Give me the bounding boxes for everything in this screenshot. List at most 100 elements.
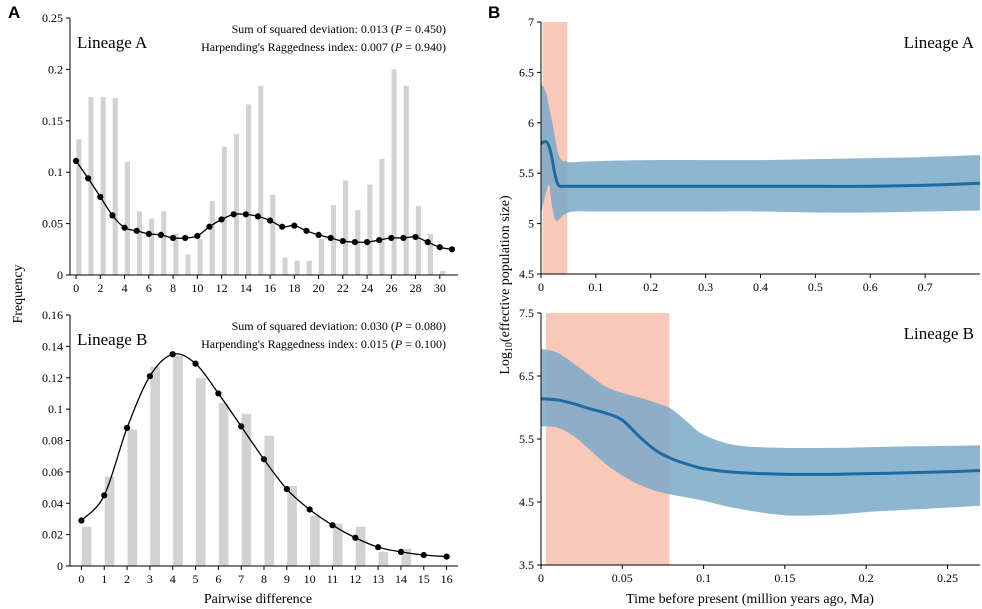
line-point-11 xyxy=(329,522,336,529)
x-tick-label: 12 xyxy=(349,572,361,586)
x-tick-label: 14 xyxy=(240,281,252,295)
stat-p-symbol: P xyxy=(394,40,403,54)
bsp-chart-lineage-a: 4.5 5 5.5 6 6.5 7 0 0.1 0.2 0.3 0.4 0.5 0.6 0.7 Lineag… xyxy=(519,15,981,294)
x-tick-label: 1 xyxy=(101,572,107,586)
y-tick-label: 3.5 xyxy=(519,558,534,572)
y-tick-label: 5.5 xyxy=(519,166,534,180)
line-point-15 xyxy=(254,213,262,220)
line-point-6 xyxy=(145,230,152,237)
line-point-12 xyxy=(352,534,359,541)
x-tick-label: 0.1 xyxy=(588,280,603,294)
bar-0 xyxy=(81,526,92,566)
median-line xyxy=(540,397,981,476)
line-point-30 xyxy=(436,244,443,251)
x-tick-label: 0 xyxy=(78,572,84,586)
log-ne-axis-label: Log10(effective population size) xyxy=(498,195,515,375)
x-tick-label: 5 xyxy=(193,572,199,586)
x-tick-label: 16 xyxy=(264,281,276,295)
x-tick-label: 4 xyxy=(122,281,128,295)
x-tick-label: 28 xyxy=(410,281,422,295)
y-tick-label: 0.12 xyxy=(42,371,63,385)
stat-line-1: Sum of squared deviation: 0.030 (P = 0.0… xyxy=(232,319,446,333)
x-tick-label: 6 xyxy=(146,281,152,295)
y-tick-label: 5 xyxy=(528,217,534,231)
bar-13 xyxy=(233,134,240,275)
bar-12 xyxy=(221,146,227,275)
x-tick-label: 10 xyxy=(304,572,316,586)
panel-label-b: B xyxy=(488,3,500,22)
bar-9 xyxy=(287,485,297,566)
bar-5 xyxy=(136,211,143,275)
y-tick-label: 0.15 xyxy=(42,114,63,128)
line-point-31 xyxy=(448,246,456,253)
bar-30 xyxy=(440,270,446,275)
y-tick-label: 0.08 xyxy=(42,434,63,448)
line-point-18 xyxy=(291,222,298,229)
stat-value: = 0.450) xyxy=(402,22,446,36)
stat-value: = 0.080) xyxy=(402,319,446,333)
y-tick-label: 0.02 xyxy=(42,528,63,542)
bar-8 xyxy=(173,233,179,275)
line-point-4 xyxy=(169,351,176,358)
bar-16 xyxy=(270,194,276,275)
bar-3 xyxy=(112,98,118,276)
chart-title: Lineage B xyxy=(904,324,974,343)
bar-6 xyxy=(218,402,229,566)
x-tick-label: 15 xyxy=(418,572,430,586)
x-tick-label: 0 xyxy=(538,280,544,294)
stat-line-1: Sum of squared deviation: 0.013 (P = 0.4… xyxy=(232,22,446,36)
log-ne-label-post: (effective population size) xyxy=(498,195,513,342)
chart-title: Lineage A xyxy=(77,33,148,52)
line-point-26 xyxy=(388,234,395,242)
bar-7 xyxy=(241,413,252,566)
pairwise-axis-label: Pairwise difference xyxy=(204,592,312,607)
stat-p-symbol: P xyxy=(394,22,403,36)
line-point-7 xyxy=(157,231,165,239)
bar-2 xyxy=(100,97,106,275)
line-point-27 xyxy=(400,234,407,242)
line-point-17 xyxy=(279,223,286,230)
mismatch-chart-lineage-b: 00.020.040.060.080.10.120.140.160 1 2 3 4 5 6 7… xyxy=(42,308,458,586)
bar-24 xyxy=(367,184,373,275)
line-point-14 xyxy=(397,548,405,555)
line-point-1 xyxy=(101,492,108,499)
bar-0 xyxy=(76,139,82,275)
x-tick-label: 8 xyxy=(261,572,267,586)
log-ne-label-sub: 10 xyxy=(504,342,515,352)
line-point-16 xyxy=(443,553,450,560)
x-tick-label: 6 xyxy=(215,572,221,586)
x-tick-label: 3 xyxy=(147,572,153,586)
x-tick-label: 30 xyxy=(434,281,446,295)
stat-p-symbol: P xyxy=(394,319,403,333)
x-tick-label: 26 xyxy=(385,281,397,295)
panel-label-a: A xyxy=(8,3,20,22)
bar-11 xyxy=(332,523,343,566)
line-point-5 xyxy=(192,360,199,367)
bar-5 xyxy=(196,377,206,566)
y-tick-label: 0.1 xyxy=(48,165,63,179)
y-tick-label: 0.05 xyxy=(42,217,63,231)
y-tick-label: 5.5 xyxy=(519,432,534,446)
x-tick-label: 0.4 xyxy=(753,280,768,294)
x-tick-label: 9 xyxy=(284,572,290,586)
bar-29 xyxy=(427,233,434,275)
frequency-axis-label: Frequency xyxy=(11,264,26,323)
x-tick-label: 0.15 xyxy=(774,571,795,585)
x-tick-label: 20 xyxy=(313,281,325,295)
x-tick-label: 0.2 xyxy=(643,280,658,294)
x-tick-label: 18 xyxy=(288,281,300,295)
line-point-28 xyxy=(412,233,419,241)
median-line xyxy=(540,139,981,189)
bar-17 xyxy=(282,257,288,275)
bar-4 xyxy=(173,355,183,566)
bsp-chart-lineage-b: 3.5 4.5 5.5 6.5 7.5 0 0.05 0.1 0.15 0.2 0.25 Lineag… xyxy=(519,306,981,585)
bar-2 xyxy=(127,429,138,566)
line-point-29 xyxy=(424,239,431,246)
x-tick-label: 0.1 xyxy=(696,571,711,585)
bar-19 xyxy=(306,260,312,275)
line-point-9 xyxy=(182,234,189,242)
x-tick-label: 24 xyxy=(361,281,373,295)
bar-18 xyxy=(294,260,300,275)
y-tick-label: 0.16 xyxy=(42,308,63,322)
